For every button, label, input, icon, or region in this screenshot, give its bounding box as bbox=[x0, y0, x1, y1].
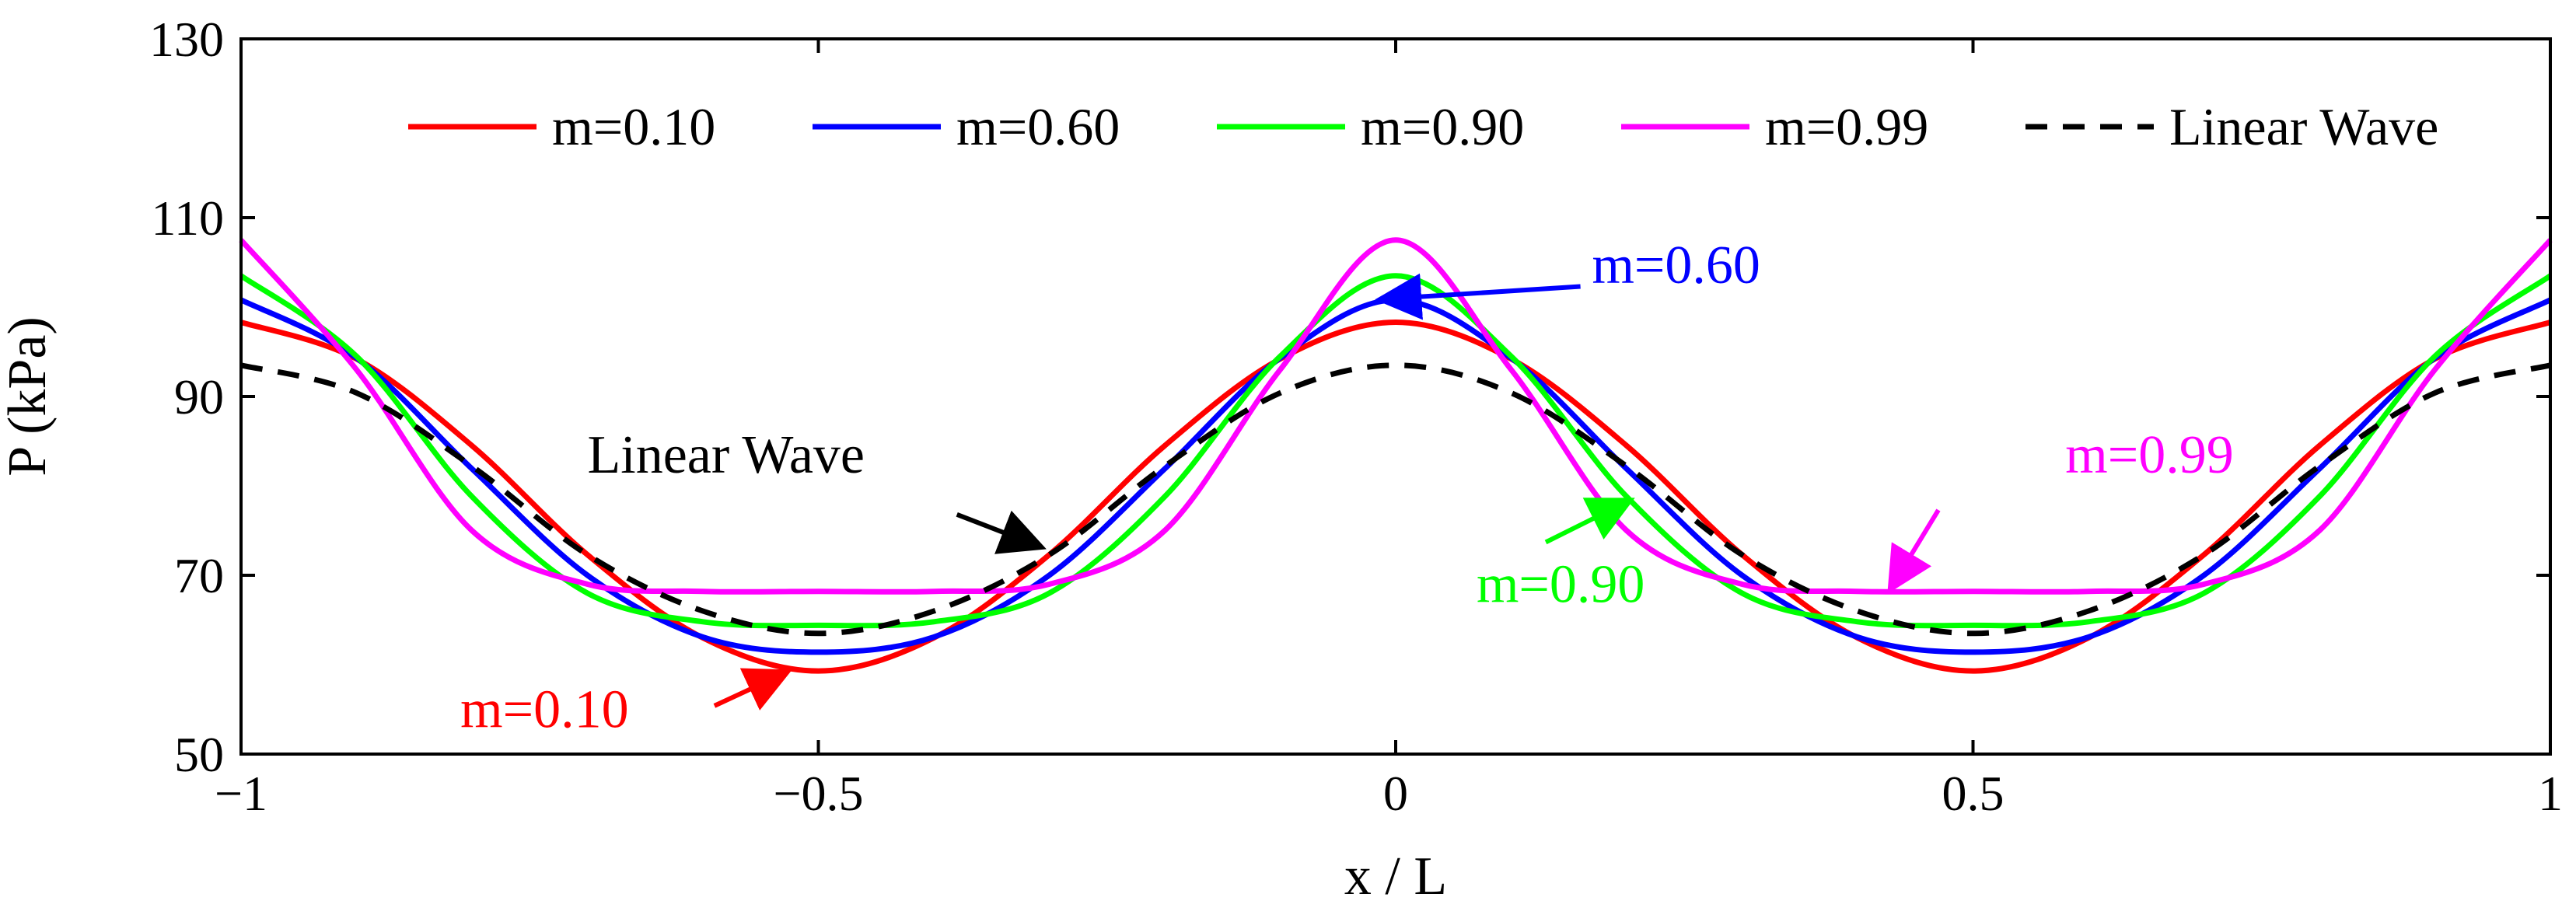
annotation-arrow-2 bbox=[1887, 508, 1941, 595]
x-axis-label: x / L bbox=[1344, 847, 1447, 906]
annotation-label-0: m=0.60 bbox=[1592, 236, 1760, 295]
annotation-arrow-3 bbox=[1544, 498, 1635, 545]
x-tick-label: 0 bbox=[1383, 766, 1408, 821]
x-tick-label: 1 bbox=[2538, 766, 2563, 821]
series-line-3 bbox=[239, 237, 2553, 595]
annotation-label-3: m=0.90 bbox=[1477, 555, 1645, 615]
legend-label-2: m=0.90 bbox=[1361, 97, 1524, 156]
legend-label-0: m=0.10 bbox=[552, 97, 715, 156]
annotation-arrow-0 bbox=[1375, 273, 1581, 320]
legend-label-3: m=0.99 bbox=[1765, 97, 1928, 156]
x-tick-label: 0.5 bbox=[1942, 766, 2005, 821]
y-axis-label: P (kPa) bbox=[0, 316, 58, 476]
annotation-label-2: m=0.99 bbox=[2065, 425, 2233, 485]
y-tick-label: 110 bbox=[151, 190, 224, 246]
annotation-arrow-1 bbox=[956, 510, 1047, 554]
legend-label-4: Linear Wave bbox=[2169, 97, 2438, 156]
annotation-label-4: m=0.10 bbox=[460, 680, 628, 740]
y-tick-label: 130 bbox=[149, 12, 224, 67]
x-tick-label: −1 bbox=[215, 766, 267, 821]
series-line-0 bbox=[239, 320, 2552, 674]
annotation-arrow-4 bbox=[713, 668, 792, 711]
tick-layer: −1 −0.5 0 0.5 1 50 70 90 110 130 bbox=[149, 12, 2563, 821]
x-tick-label: −0.5 bbox=[773, 766, 863, 821]
annotation-label-1: Linear Wave bbox=[588, 425, 865, 485]
y-tick-label: 50 bbox=[174, 727, 224, 782]
legend-background bbox=[397, 84, 2546, 173]
y-tick-label: 90 bbox=[174, 369, 224, 424]
legend: m=0.10 m=0.60 m=0.90 m=0.99 Linear Wave bbox=[408, 97, 2438, 156]
legend-label-1: m=0.60 bbox=[956, 97, 1120, 156]
annotation-layer: m=0.60 Linear Wave m=0.99 m=0.90 m=0.10 bbox=[460, 236, 2234, 740]
y-tick-label: 70 bbox=[174, 548, 224, 603]
